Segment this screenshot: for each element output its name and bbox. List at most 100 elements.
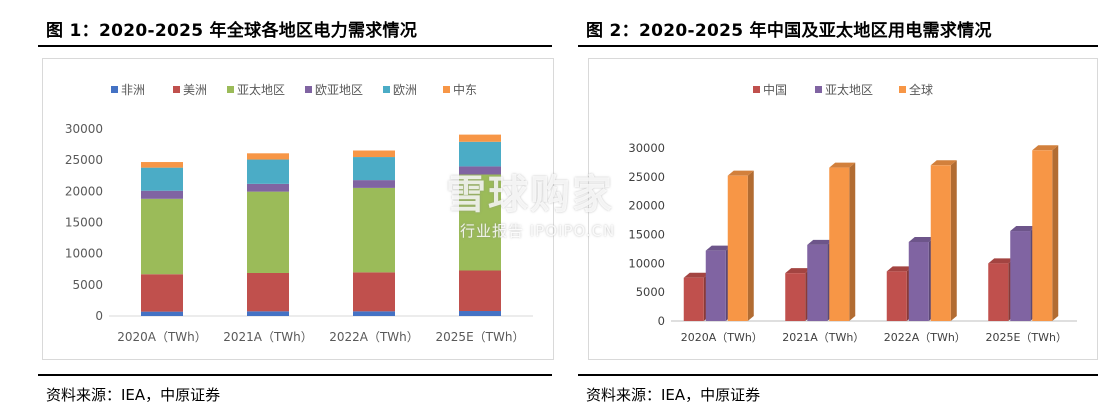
bar-front-2-1 <box>908 241 929 321</box>
figure-2-bottom-rule <box>578 374 1098 376</box>
legend-label-4: 欧洲 <box>393 83 417 97</box>
y-tick-label-0: 0 <box>95 309 103 323</box>
figure-1-chart-frame: 非洲 美洲 亚太地区 欧亚地区 欧洲 中东 0 5000 10000 15000 20000 2500… <box>42 58 554 360</box>
y-tick-label-4: 20000 <box>628 199 665 213</box>
bar-front-1-0 <box>785 273 806 321</box>
bar-segment-1-2 <box>247 191 289 273</box>
bar-top-2-0 <box>886 266 913 272</box>
bar-side-3-2 <box>1052 145 1059 321</box>
figure-1-title: 图 1：2020-2025 年全球各地区电力需求情况 <box>46 21 418 41</box>
figure-2-source: 资料来源：IEA，中原证券 <box>586 386 761 404</box>
legend-label-5: 中东 <box>453 82 477 97</box>
bar-segment-3-0 <box>459 311 501 316</box>
bar-front-2-2 <box>930 165 951 321</box>
y-tick-label-4: 20000 <box>65 184 103 198</box>
y-tick-label-6: 30000 <box>65 122 103 136</box>
bar-top-3-2 <box>1032 145 1059 151</box>
figure-1-panel: 图 1：2020-2025 年全球各地区电力需求情况 非洲 美洲 亚太地区 欧亚地区 欧… <box>38 0 554 412</box>
legend-swatch-2 <box>899 86 906 93</box>
bar-segment-1-5 <box>247 153 289 160</box>
legend-swatch-0 <box>111 86 118 93</box>
x-tick-label-1: 2021A（TWh） <box>782 331 864 344</box>
figure-2-3d-bar-chart: 中国 亚太地区 全球 0 5000 10000 15000 20000 25000 30000 20… <box>628 82 1077 344</box>
figure-1-source: 资料来源：IEA，中原证券 <box>46 386 221 404</box>
x-tick-label-1: 2021A（TWh） <box>223 330 313 344</box>
x-tick-label-2: 2022A（TWh） <box>329 330 419 344</box>
legend-label-0: 中国 <box>763 82 787 97</box>
bar-top-1-2 <box>829 162 856 168</box>
bar-segment-2-3 <box>353 180 395 188</box>
figure-2-chart-frame: 中国 亚太地区 全球 0 5000 10000 15000 20000 25000 30000 20… <box>588 58 1098 360</box>
y-tick-label-6: 30000 <box>628 141 665 155</box>
bar-front-1-2 <box>829 167 850 321</box>
bar-top-3-0 <box>988 258 1015 264</box>
x-tick-label-0: 2020A（TWh） <box>117 330 207 344</box>
bar-segment-3-1 <box>459 270 501 312</box>
bar-front-1-1 <box>807 244 828 321</box>
bar-top-1-0 <box>785 268 812 274</box>
bar-segment-1-3 <box>247 183 289 192</box>
x-tick-label-2: 2022A（TWh） <box>884 331 966 344</box>
y-tick-label-3: 15000 <box>65 216 103 230</box>
bar-front-3-2 <box>1032 150 1053 321</box>
bar-front-0-2 <box>727 175 748 321</box>
x-tick-label-3: 2025E（TWh） <box>436 330 525 344</box>
legend-swatch-5 <box>443 86 450 93</box>
bar-top-2-1 <box>908 236 935 242</box>
figure-1-title-rule <box>38 45 552 47</box>
bar-segment-3-2 <box>459 174 501 271</box>
bar-top-1-1 <box>807 239 834 245</box>
y-tick-label-2: 10000 <box>65 247 103 261</box>
legend-label-3: 欧亚地区 <box>315 83 363 97</box>
x-tick-label-3: 2025E（TWh） <box>985 331 1067 344</box>
legend-label-2: 亚太地区 <box>237 82 285 97</box>
bar-side-2-2 <box>950 160 957 321</box>
bar-segment-1-4 <box>247 159 289 184</box>
y-tick-label-5: 25000 <box>628 170 665 184</box>
legend-swatch-1 <box>173 86 180 93</box>
y-tick-label-1: 5000 <box>72 278 103 292</box>
legend-label-1: 亚太地区 <box>825 82 873 97</box>
bar-top-0-0 <box>683 272 710 278</box>
bar-top-2-2 <box>930 160 957 166</box>
bar-front-0-0 <box>683 277 704 321</box>
bar-front-2-0 <box>886 271 907 321</box>
figure-2-title-rule <box>578 45 1098 47</box>
bar-segment-2-2 <box>353 187 395 273</box>
y-tick-label-1: 5000 <box>636 285 665 299</box>
legend-label-2: 全球 <box>909 82 933 97</box>
bar-segment-1-0 <box>247 311 289 316</box>
y-tick-label-2: 10000 <box>628 256 665 270</box>
legend-label-1: 美洲 <box>183 83 207 97</box>
y-tick-label-5: 25000 <box>65 153 103 167</box>
bar-segment-0-1 <box>141 274 183 312</box>
bar-front-3-0 <box>988 263 1009 321</box>
bar-side-1-2 <box>849 162 856 321</box>
figure-2-title: 图 2：2020-2025 年中国及亚太地区用电需求情况 <box>586 21 992 41</box>
figure-1-stacked-bar-chart: 非洲 美洲 亚太地区 欧亚地区 欧洲 中东 0 5000 10000 15000 20000 2500… <box>65 82 533 344</box>
bar-segment-3-3 <box>459 166 501 175</box>
bar-segment-2-1 <box>353 272 395 312</box>
legend-swatch-1 <box>815 86 822 93</box>
x-tick-label-0: 2020A（TWh） <box>681 331 763 344</box>
figure-1-bottom-rule <box>38 374 552 376</box>
bar-segment-0-4 <box>141 167 183 191</box>
bar-top-0-1 <box>705 245 732 251</box>
bar-segment-3-4 <box>459 141 501 167</box>
bar-side-0-2 <box>747 170 754 321</box>
legend-swatch-2 <box>227 86 234 93</box>
legend-swatch-4 <box>383 86 390 93</box>
bar-segment-0-3 <box>141 190 183 199</box>
bar-segment-2-4 <box>353 157 395 181</box>
legend-swatch-3 <box>305 86 312 93</box>
bar-segment-0-2 <box>141 198 183 275</box>
bar-segment-3-5 <box>459 134 501 142</box>
bar-segment-0-0 <box>141 311 183 316</box>
bar-top-3-1 <box>1010 226 1037 232</box>
figure-2-panel: 图 2：2020-2025 年中国及亚太地区用电需求情况 中国 亚太地区 全球 0 50… <box>578 0 1098 412</box>
bar-segment-0-5 <box>141 162 183 168</box>
bar-top-0-2 <box>727 170 754 176</box>
y-tick-label-3: 15000 <box>628 228 665 242</box>
bar-segment-2-5 <box>353 150 395 158</box>
bar-segment-2-0 <box>353 311 395 316</box>
